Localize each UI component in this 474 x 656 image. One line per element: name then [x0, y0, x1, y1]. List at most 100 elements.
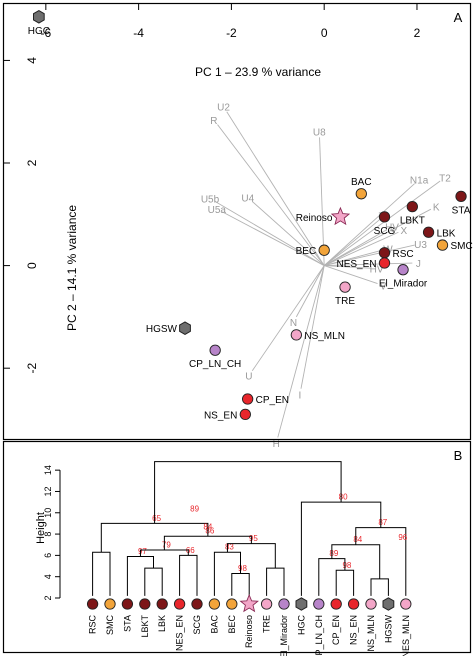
- pca-point-label: HGC: [28, 26, 50, 37]
- loading-label: U8: [313, 127, 326, 138]
- loading-label: N: [290, 318, 297, 329]
- pca-loadings: U2RU8U5bU4U5aN1aT2T1KHVXWU3HVJVNUIH: [201, 103, 451, 451]
- dendrogram-leaf-marker: [382, 597, 395, 611]
- dendrogram-leaf-marker: [191, 598, 203, 610]
- pca-point-label: STA: [452, 205, 471, 216]
- panel-b-label: B: [454, 448, 463, 463]
- dendrogram-leaf-label: HGC: [296, 615, 306, 636]
- pca-point-label: BAC: [351, 177, 372, 188]
- bootstrap-label: 98: [238, 564, 247, 573]
- dendrogram-leaf-marker: [278, 598, 290, 610]
- pca-y-tick-label: 4: [25, 57, 39, 64]
- loading-vector: [251, 201, 325, 266]
- dendrogram-leaf-marker: [400, 598, 412, 610]
- pca-point: [422, 226, 435, 238]
- pca-point-label: TRE: [335, 296, 355, 307]
- loading-label: HV: [370, 264, 384, 275]
- dendrogram-leaves: RSC SMC STA LBKT LBK NES_EN SCG BAC BEC Reinoso TR…: [86, 593, 412, 656]
- loading-vector: [295, 265, 325, 318]
- dendrogram-branch: [92, 551, 111, 596]
- dendrogram-leaf-label: NES_EN: [175, 615, 185, 651]
- loading-vector: [324, 262, 413, 267]
- loading-label: J: [416, 259, 421, 270]
- bootstrap-label: 80: [339, 493, 348, 502]
- dendrogram-y-tick-label: 6: [43, 553, 53, 558]
- loading-vector: [324, 231, 399, 267]
- pca-point-label: BEC: [296, 246, 317, 257]
- pca-points: HGC HGSW Reinoso BAC BEC SCG LBKT STA LBK SMC RSC N…: [28, 10, 473, 421]
- dendrogram-branch: [231, 572, 250, 596]
- loading-label: U3: [414, 240, 427, 251]
- loading-label: X: [401, 226, 408, 237]
- loading-label: K: [433, 202, 440, 213]
- dendrogram-leaf-label: CP_EN: [331, 615, 341, 645]
- dendrogram-branch: [139, 549, 189, 557]
- dendrogram-leaf-marker: [86, 598, 99, 610]
- pca-x-tick-label: -4: [133, 26, 144, 40]
- loading-vector: [324, 244, 415, 267]
- pca-title: PC 1 – 23.9 % variance: [195, 65, 321, 79]
- dendrogram-leaf-label: TRE: [262, 615, 272, 633]
- dendrogram-leaf-label: BAC: [209, 615, 219, 634]
- pca-point-label: El_Mirador: [379, 279, 428, 290]
- loading-label: U4: [241, 193, 254, 204]
- pca-point: [397, 264, 409, 276]
- dendrogram-leaf-marker: [260, 598, 273, 610]
- dendrogram-branch: [144, 567, 163, 596]
- pca-point-label: SMC: [450, 241, 472, 252]
- pca-point: [378, 257, 391, 269]
- dendrogram-axes: 2 4 6 8 10 12 14: [43, 465, 61, 601]
- loading-label: V: [380, 281, 387, 292]
- pca-point: [239, 408, 251, 421]
- loading-label: H: [273, 439, 280, 450]
- pca-point-label: HGSW: [146, 324, 178, 335]
- pca-y-axis-label: PC 2 – 14.1 % variance: [65, 205, 79, 331]
- dendrogram-branch: [126, 555, 154, 596]
- loading-vector: [323, 183, 415, 266]
- pca-point: [378, 211, 391, 223]
- bootstrap-label: 66: [186, 546, 195, 555]
- dendrogram-leaf-label: LBK: [157, 615, 167, 632]
- dendrogram-leaf-label: STA: [122, 615, 132, 632]
- loading-label: R: [210, 116, 217, 127]
- pca-point: [209, 344, 221, 356]
- dendrogram-leaf-label: SCG: [192, 615, 202, 635]
- dendrogram-leaf-marker: [173, 598, 186, 610]
- loading-label: N1a: [410, 175, 429, 186]
- dendrogram-y-tick-label: 10: [43, 508, 53, 518]
- dendrogram-branch: [213, 551, 241, 596]
- dendrogram-leaf-marker: [239, 593, 259, 613]
- loading-label: U5a: [208, 205, 227, 216]
- pca-x-tick-label: -2: [226, 26, 237, 40]
- loading-vector: [226, 111, 325, 266]
- dendrogram-branch: [226, 543, 276, 569]
- bootstrap-label: 97: [138, 547, 147, 556]
- dendrogram-tree: 97 66 79 98 83 95 86 65 98 89 84 87 80 89 84 96: [92, 461, 408, 596]
- dendrogram-branch: [331, 544, 381, 579]
- loading-vector: [323, 180, 441, 266]
- pca-point-label: LBK: [437, 228, 456, 239]
- pca-y-tick-label: 2: [25, 159, 39, 166]
- dendrogram-branch: [154, 461, 342, 524]
- bootstrap-label: 89: [190, 504, 199, 513]
- dendrogram-branch: [318, 558, 346, 596]
- dendrogram-leaf-label: SMC: [105, 615, 115, 636]
- loading-vector: [323, 219, 381, 266]
- bootstrap-label: 84: [203, 522, 212, 531]
- dendrogram-branch: [179, 554, 198, 596]
- dendrogram-leaf-marker: [139, 598, 151, 610]
- loading-label: U2: [217, 103, 230, 114]
- dendrogram-y-tick-label: 2: [43, 595, 53, 600]
- bootstrap-label: 96: [398, 533, 407, 542]
- bootstrap-label: 98: [342, 561, 351, 570]
- dendrogram-leaf-marker: [104, 598, 116, 610]
- dendrogram-leaf-label: NS_EN: [349, 615, 359, 645]
- pca-point-label: NS_MLN: [304, 331, 345, 342]
- pca-point: [241, 393, 254, 405]
- loading-vector: [277, 265, 325, 438]
- dendrogram-y-tick-label: 12: [43, 486, 53, 496]
- dendrogram-leaf-marker: [313, 598, 325, 610]
- panel-a-label: A: [454, 10, 463, 25]
- loading-vector: [324, 265, 378, 284]
- pca-point-label: NS_EN: [204, 410, 237, 421]
